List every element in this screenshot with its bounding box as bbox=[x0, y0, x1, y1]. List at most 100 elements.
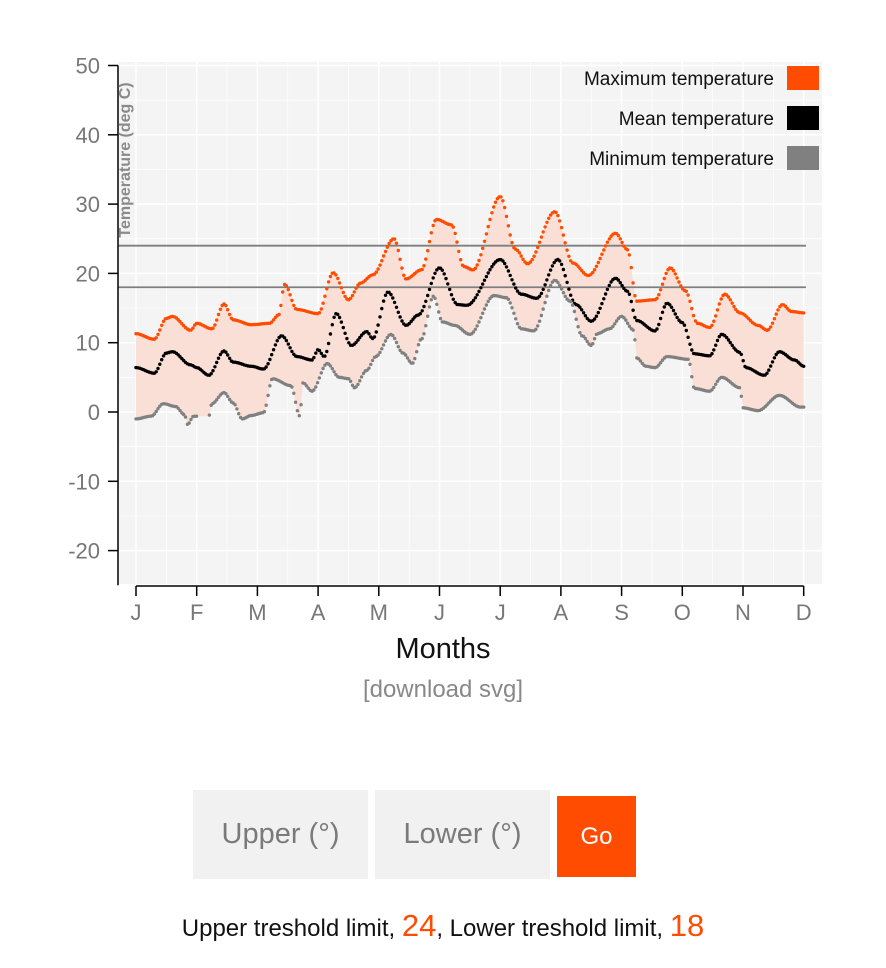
temperature-range-band bbox=[136, 196, 804, 425]
min-temperature-point bbox=[383, 339, 388, 343]
min-temperature-point bbox=[625, 321, 630, 325]
max-temperature-point bbox=[770, 321, 775, 325]
mean-temperature-point bbox=[594, 314, 599, 318]
mean-temperature-point bbox=[671, 308, 676, 313]
mean-temperature-point bbox=[314, 351, 318, 355]
mean-temperature-point bbox=[658, 316, 663, 321]
mean-temperature-point bbox=[264, 365, 268, 369]
min-temperature-point bbox=[475, 324, 479, 328]
mean-temperature-point bbox=[673, 312, 677, 316]
mean-temperature-point bbox=[448, 287, 452, 292]
mean-temperature-point bbox=[473, 296, 478, 300]
max-temperature-point bbox=[673, 272, 677, 276]
mean-temperature-point bbox=[343, 331, 347, 335]
mean-temperature-point bbox=[367, 332, 371, 336]
max-temperature-point bbox=[554, 210, 558, 215]
min-temperature-point bbox=[572, 309, 577, 314]
upper-threshold-input[interactable] bbox=[193, 790, 368, 879]
mean-temperature-point bbox=[339, 320, 344, 324]
y-tick-label: -10 bbox=[68, 469, 100, 494]
max-temperature-point bbox=[734, 307, 738, 312]
max-temperature-point bbox=[279, 303, 283, 308]
mean-temperature-point bbox=[396, 310, 400, 314]
max-temperature-point bbox=[341, 290, 345, 295]
max-temperature-point bbox=[288, 293, 292, 297]
max-temperature-point bbox=[515, 248, 520, 253]
max-temperature-point bbox=[492, 205, 496, 209]
go-button[interactable]: Go bbox=[557, 796, 636, 877]
max-temperature-point bbox=[336, 276, 340, 281]
lower-threshold-input[interactable] bbox=[375, 790, 550, 879]
mean-temperature-point bbox=[154, 370, 158, 374]
y-tick-label: -20 bbox=[68, 539, 100, 564]
min-temperature-point bbox=[359, 375, 364, 379]
min-temperature-point bbox=[413, 356, 417, 361]
max-temperature-point bbox=[227, 312, 232, 317]
max-temperature-point bbox=[319, 307, 323, 311]
min-temperature-point bbox=[403, 353, 408, 357]
max-temperature-point bbox=[679, 284, 683, 288]
max-temperature-point bbox=[686, 293, 690, 297]
max-temperature-point bbox=[160, 323, 164, 327]
max-temperature-point bbox=[334, 273, 338, 277]
min-temperature-point bbox=[332, 370, 336, 374]
min-temperature-point bbox=[207, 413, 212, 417]
mean-temperature-point bbox=[629, 299, 633, 304]
mean-temperature-point bbox=[336, 312, 340, 317]
mean-temperature-point bbox=[633, 315, 637, 320]
min-temperature-point bbox=[152, 412, 156, 416]
mean-temperature-point bbox=[631, 308, 635, 312]
mean-temperature-point bbox=[508, 273, 512, 278]
min-temperature-point bbox=[416, 343, 421, 347]
y-tick-label: 0 bbox=[88, 400, 100, 425]
download-svg-link[interactable]: [download svg] bbox=[362, 676, 524, 703]
x-tick-label: S bbox=[614, 600, 629, 625]
min-temperature-point bbox=[422, 332, 426, 336]
max-temperature-point bbox=[501, 199, 505, 203]
max-temperature-point bbox=[191, 326, 195, 330]
max-temperature-point bbox=[317, 311, 322, 315]
mean-temperature-point bbox=[282, 336, 287, 340]
legend-swatch bbox=[787, 106, 819, 130]
mean-temperature-point bbox=[769, 364, 773, 368]
max-temperature-point bbox=[396, 248, 400, 253]
max-temperature-point bbox=[592, 268, 597, 272]
min-temperature-point bbox=[183, 415, 188, 419]
mean-temperature-point bbox=[271, 348, 276, 352]
mean-temperature-point bbox=[427, 287, 432, 292]
max-temperature-point bbox=[354, 286, 358, 290]
mean-temperature-point bbox=[668, 303, 672, 307]
mean-temperature-point bbox=[512, 282, 516, 286]
max-temperature-point bbox=[769, 325, 773, 329]
min-temperature-point bbox=[189, 417, 193, 422]
mean-temperature-point bbox=[675, 315, 679, 320]
x-tick-label: A bbox=[311, 600, 326, 625]
x-axis-label: Months bbox=[395, 633, 490, 665]
min-temperature-point bbox=[712, 385, 716, 390]
mean-temperature-point bbox=[424, 299, 428, 303]
max-temperature-point bbox=[517, 251, 522, 255]
mean-temperature-point bbox=[420, 309, 424, 313]
mean-temperature-point bbox=[380, 306, 384, 311]
max-temperature-point bbox=[455, 240, 459, 244]
min-temperature-point bbox=[314, 385, 318, 389]
max-temperature-point bbox=[658, 288, 663, 292]
min-temperature-point bbox=[658, 361, 663, 365]
mean-temperature-point bbox=[739, 352, 743, 357]
min-temperature-point bbox=[356, 382, 360, 387]
max-temperature-point bbox=[216, 312, 221, 317]
max-temperature-point bbox=[339, 286, 344, 290]
min-temperature-point bbox=[426, 314, 430, 318]
max-temperature-point bbox=[392, 237, 397, 241]
mean-temperature-point bbox=[398, 315, 402, 319]
max-temperature-point bbox=[602, 248, 606, 252]
mean-temperature-point bbox=[345, 336, 349, 341]
mean-temperature-point bbox=[680, 321, 685, 325]
min-temperature-point bbox=[631, 328, 635, 332]
min-temperature-point bbox=[438, 316, 443, 321]
max-temperature-point bbox=[627, 253, 632, 257]
max-temperature-point bbox=[565, 248, 569, 252]
max-temperature-point bbox=[493, 200, 498, 204]
min-temperature-point bbox=[348, 379, 353, 384]
min-temperature-point bbox=[411, 361, 415, 365]
